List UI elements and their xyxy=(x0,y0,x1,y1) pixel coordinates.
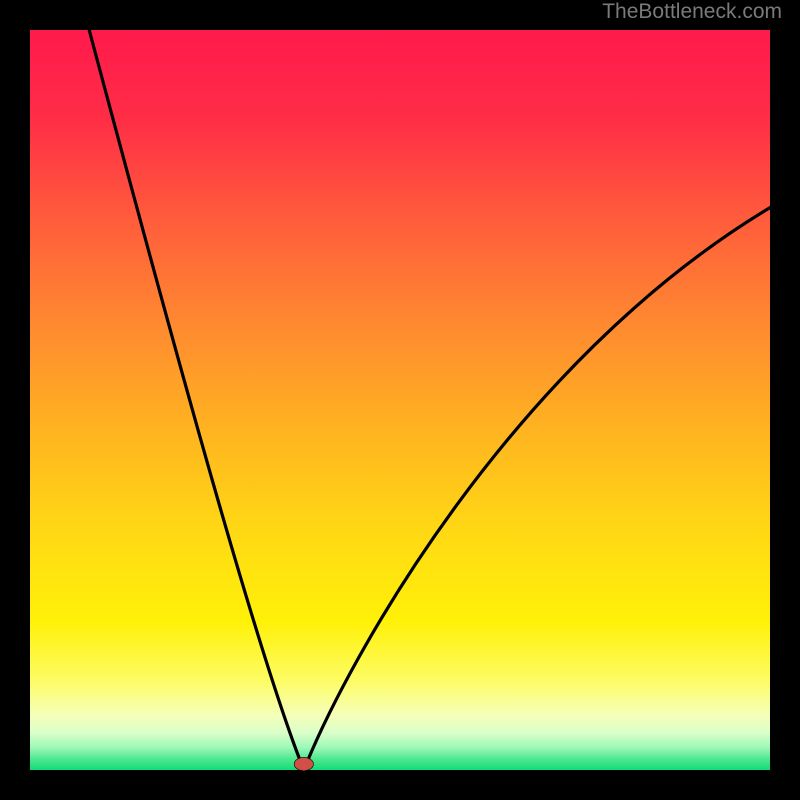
watermark-text: TheBottleneck.com xyxy=(602,0,782,24)
bottleneck-chart xyxy=(0,0,800,800)
chart-container: TheBottleneck.com xyxy=(0,0,800,800)
plot-background xyxy=(30,30,770,770)
optimal-point-marker xyxy=(294,757,313,770)
